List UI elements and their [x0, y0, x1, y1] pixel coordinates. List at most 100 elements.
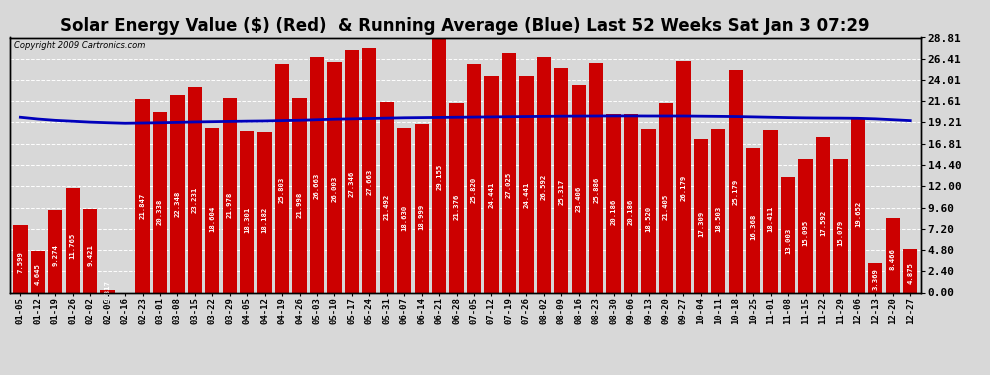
Bar	[83, 209, 97, 292]
Bar	[275, 64, 289, 292]
Bar	[798, 159, 813, 292]
Bar	[676, 61, 691, 292]
Bar	[13, 225, 28, 292]
Text: 18.301: 18.301	[245, 207, 250, 233]
Text: 0.317: 0.317	[105, 280, 111, 302]
Text: 18.503: 18.503	[716, 206, 722, 232]
Text: 18.999: 18.999	[419, 204, 425, 230]
Bar	[624, 114, 639, 292]
Text: 18.520: 18.520	[645, 206, 651, 232]
Bar	[868, 262, 882, 292]
Bar	[188, 87, 202, 292]
Bar	[519, 76, 534, 292]
Bar	[240, 130, 254, 292]
Bar	[397, 128, 412, 292]
Text: 25.886: 25.886	[593, 176, 599, 203]
Bar	[49, 210, 62, 292]
Bar	[903, 249, 918, 292]
Bar	[658, 103, 673, 292]
Text: 25.317: 25.317	[558, 178, 564, 205]
Bar	[816, 137, 831, 292]
Text: 18.411: 18.411	[767, 206, 773, 232]
Bar	[554, 68, 568, 292]
Text: 18.630: 18.630	[401, 205, 407, 231]
Bar	[205, 128, 220, 292]
Bar	[467, 64, 481, 292]
Text: Copyright 2009 Cartronics.com: Copyright 2009 Cartronics.com	[15, 41, 146, 50]
Text: 21.376: 21.376	[453, 194, 459, 220]
Text: 22.348: 22.348	[174, 190, 180, 217]
Text: 13.003: 13.003	[785, 228, 791, 254]
Text: 18.182: 18.182	[261, 207, 267, 233]
Bar	[763, 129, 778, 292]
Bar	[362, 48, 376, 292]
Bar	[571, 86, 586, 292]
Text: 4.875: 4.875	[907, 262, 913, 284]
Bar	[449, 103, 463, 292]
Bar	[152, 112, 167, 292]
Text: 15.079: 15.079	[838, 219, 843, 246]
Bar	[502, 53, 516, 292]
Bar	[292, 98, 307, 292]
Bar	[170, 95, 184, 292]
Bar	[537, 57, 551, 292]
Text: 17.309: 17.309	[698, 210, 704, 237]
Text: 19.652: 19.652	[855, 201, 861, 227]
Bar	[328, 62, 342, 292]
Text: 9.421: 9.421	[87, 244, 93, 266]
Text: 24.441: 24.441	[524, 182, 530, 208]
Text: 17.592: 17.592	[820, 209, 826, 236]
Text: 27.346: 27.346	[348, 171, 354, 197]
Text: 3.369: 3.369	[872, 268, 878, 290]
Text: 4.645: 4.645	[35, 263, 41, 285]
Text: 26.003: 26.003	[332, 176, 338, 202]
Bar	[257, 132, 272, 292]
Text: 25.820: 25.820	[471, 177, 477, 203]
Title: Solar Energy Value ($) (Red)  & Running Average (Blue) Last 52 Weeks Sat Jan 3 0: Solar Energy Value ($) (Red) & Running A…	[60, 16, 870, 34]
Text: 15.095: 15.095	[803, 219, 809, 246]
Text: 21.847: 21.847	[140, 192, 146, 219]
Text: 23.231: 23.231	[192, 187, 198, 213]
Bar	[484, 76, 499, 292]
Bar	[711, 129, 726, 292]
Bar	[642, 129, 655, 292]
Bar	[65, 188, 80, 292]
Bar	[136, 99, 149, 292]
Bar	[345, 51, 359, 292]
Text: 25.179: 25.179	[733, 179, 739, 206]
Text: 24.441: 24.441	[488, 182, 494, 208]
Text: 16.368: 16.368	[750, 214, 756, 240]
Bar	[850, 118, 865, 292]
Text: 27.025: 27.025	[506, 172, 512, 198]
Bar	[100, 290, 115, 292]
Bar	[746, 148, 760, 292]
Text: 20.338: 20.338	[157, 198, 163, 225]
Text: 9.274: 9.274	[52, 244, 58, 267]
Bar	[31, 251, 45, 292]
Text: 25.803: 25.803	[279, 177, 285, 203]
Text: 20.186: 20.186	[611, 199, 617, 225]
Bar	[223, 98, 237, 292]
Text: 23.406: 23.406	[576, 186, 582, 212]
Text: 29.155: 29.155	[437, 163, 443, 189]
Text: 21.978: 21.978	[227, 192, 233, 218]
Text: 26.179: 26.179	[680, 175, 686, 201]
Bar	[379, 102, 394, 292]
Bar	[781, 177, 795, 292]
Bar	[607, 114, 621, 292]
Text: 7.599: 7.599	[18, 251, 24, 273]
Bar	[886, 217, 900, 292]
Text: 26.592: 26.592	[541, 174, 546, 200]
Text: 20.186: 20.186	[628, 199, 634, 225]
Bar	[415, 124, 429, 292]
Bar	[729, 70, 742, 292]
Bar	[310, 57, 324, 292]
Text: 26.663: 26.663	[314, 173, 320, 200]
Text: 21.998: 21.998	[297, 192, 303, 218]
Text: 21.492: 21.492	[384, 194, 390, 220]
Bar	[589, 63, 603, 292]
Bar	[834, 159, 847, 292]
Bar	[694, 139, 708, 292]
Text: 11.765: 11.765	[69, 232, 75, 259]
Bar	[432, 34, 446, 292]
